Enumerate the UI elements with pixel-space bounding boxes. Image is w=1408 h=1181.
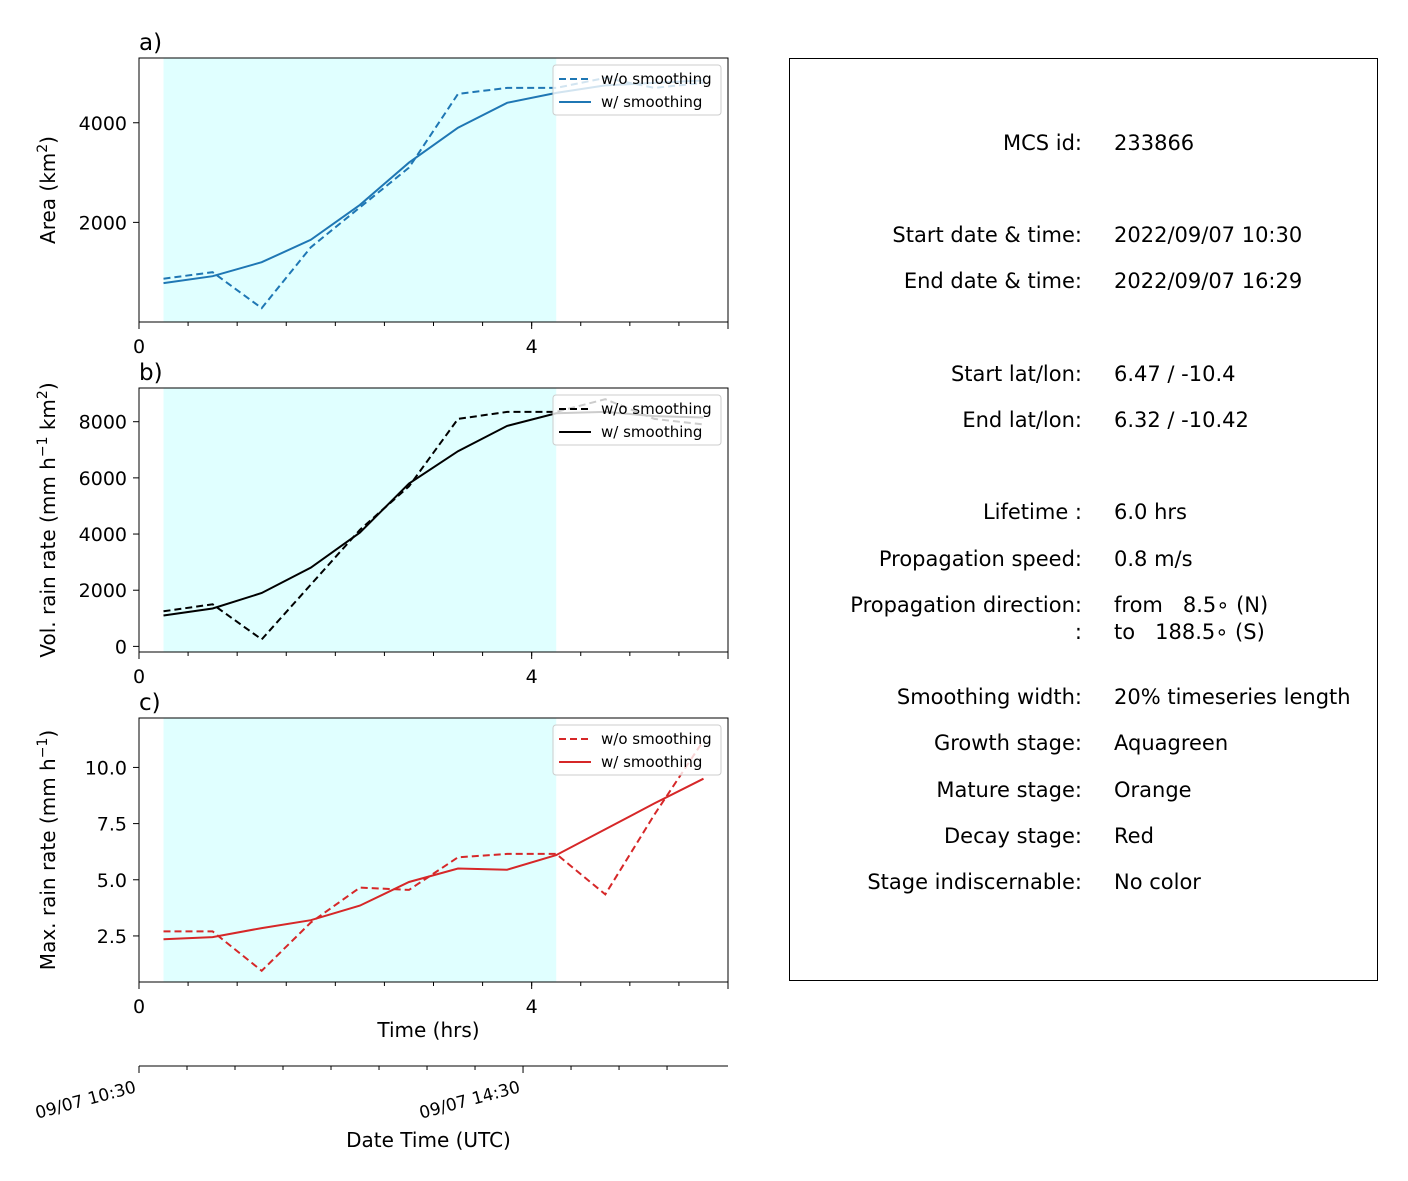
y-tick-label: 10.0 <box>85 757 127 779</box>
info-value-stage-indiscernable: No color <box>1114 870 1201 894</box>
legend-label-with-smoothing: w/ smoothing <box>601 423 702 441</box>
legend-label-with-smoothing: w/ smoothing <box>601 93 702 111</box>
info-label-end-datetime: End date & time: <box>903 269 1082 293</box>
y-axis-label: Area (km2) <box>35 136 60 244</box>
legend-label-without-smoothing: w/o smoothing <box>601 70 712 88</box>
panel-b-volumetric-rain-rate: w/o smoothing w/ smoothing 0 2000 4000 6000 80… <box>35 360 729 688</box>
legend-box <box>552 724 722 776</box>
x-tick-label: 0 <box>133 666 145 688</box>
info-label-propagation-speed: Propagation speed: <box>878 547 1082 571</box>
info-label-mature-stage: Mature stage: <box>936 778 1082 802</box>
x-tick-label: 0 <box>133 996 145 1018</box>
info-value-decay-stage: Red <box>1114 824 1154 848</box>
date-tick-label: 09/07 10:30 <box>33 1078 138 1124</box>
x-axis-label: Time (hrs) <box>376 1018 479 1042</box>
info-label-growth-stage: Growth stage: <box>933 731 1082 755</box>
panel-label: b) <box>139 360 163 386</box>
y-tick-label: 7.5 <box>97 814 127 836</box>
x-tick-label: 4 <box>526 336 538 358</box>
y-axis-label: Max. rain rate (mm h−1) <box>35 730 60 970</box>
y-tick-label: 2000 <box>79 212 127 234</box>
date-tick-label: 09/07 14:30 <box>417 1078 522 1124</box>
y-axis-label: Vol. rain rate (mm h−1 km2) <box>35 382 60 657</box>
info-value-mcs-id: 233866 <box>1114 131 1195 155</box>
x-tick-label: 0 <box>133 336 145 358</box>
panel-a-area: w/o smoothing w/ smoothing 2000 4000 0 4 a) Are… <box>35 30 729 358</box>
info-value-propagation-speed: 0.8 m/s <box>1114 547 1193 571</box>
info-label-propagation-direction: Propagation direction: <box>850 593 1082 617</box>
y-tick-label: 6000 <box>79 468 127 490</box>
panel-label: a) <box>139 30 162 56</box>
legend-label-without-smoothing: w/o smoothing <box>601 730 712 748</box>
legend-label-with-smoothing: w/ smoothing <box>601 753 702 771</box>
info-label-stage-indiscernable: Stage indiscernable: <box>867 870 1082 894</box>
growth-stage-shading <box>163 388 557 652</box>
panel-label: c) <box>139 690 161 716</box>
info-label-mcs-id: MCS id: <box>1002 131 1082 155</box>
growth-stage-shading <box>163 718 557 982</box>
info-value-lifetime: 6.0 hrs <box>1114 500 1187 524</box>
info-label-lifetime: Lifetime : <box>982 500 1082 524</box>
info-value-mature-stage: Orange <box>1114 778 1192 802</box>
y-tick-label: 4000 <box>79 113 127 135</box>
date-time-axis: 09/07 10:30 09/07 14:30 Date Time (UTC) <box>33 1065 728 1152</box>
y-tick-label: 2000 <box>79 580 127 602</box>
info-value-propagation-direction-from: from 8.5∘ (N) <box>1114 593 1269 617</box>
legend-box <box>552 64 722 116</box>
growth-stage-shading <box>163 58 557 322</box>
series-line-with-smoothing <box>163 777 704 941</box>
x-tick-label: 4 <box>526 666 538 688</box>
info-value-end-datetime: 2022/09/07 16:29 <box>1114 269 1303 293</box>
info-label-propagation-direction-cont: : <box>1074 620 1082 644</box>
info-label-end-latlon: End lat/lon: <box>962 408 1082 432</box>
info-value-growth-stage: Aquagreen <box>1114 731 1229 755</box>
y-tick-label: 4000 <box>79 524 127 546</box>
x-tick-label: 4 <box>526 996 538 1018</box>
info-value-propagation-direction-to: to 188.5∘ (S) <box>1114 620 1265 644</box>
info-label-start-latlon: Start lat/lon: <box>950 362 1082 386</box>
y-tick-label: 0 <box>115 636 127 658</box>
date-axis-label: Date Time (UTC) <box>346 1128 511 1152</box>
mcs-info-panel: MCS id: 233866 Start date & time: 2022/0… <box>789 58 1378 981</box>
y-tick-label: 5.0 <box>97 870 127 892</box>
info-label-decay-stage: Decay stage: <box>944 824 1082 848</box>
info-value-smoothing-width: 20% timeseries length <box>1114 685 1351 709</box>
series-line-without-smoothing <box>163 76 704 310</box>
series-line-without-smoothing <box>163 739 705 973</box>
panel-c-max-rain-rate: w/o smoothing w/ smoothing 2.5 5.0 7.5 10.0 0 4… <box>35 690 729 1042</box>
legend-label-without-smoothing: w/o smoothing <box>601 400 712 418</box>
info-value-end-latlon: 6.32 / -10.42 <box>1114 408 1249 432</box>
info-value-start-latlon: 6.47 / -10.4 <box>1114 362 1236 386</box>
legend-box <box>552 394 722 446</box>
y-tick-label: 8000 <box>79 412 127 434</box>
y-tick-label: 2.5 <box>97 926 127 948</box>
info-label-smoothing-width: Smoothing width: <box>896 685 1082 709</box>
info-label-start-datetime: Start date & time: <box>892 223 1082 247</box>
info-value-start-datetime: 2022/09/07 10:30 <box>1114 223 1303 247</box>
